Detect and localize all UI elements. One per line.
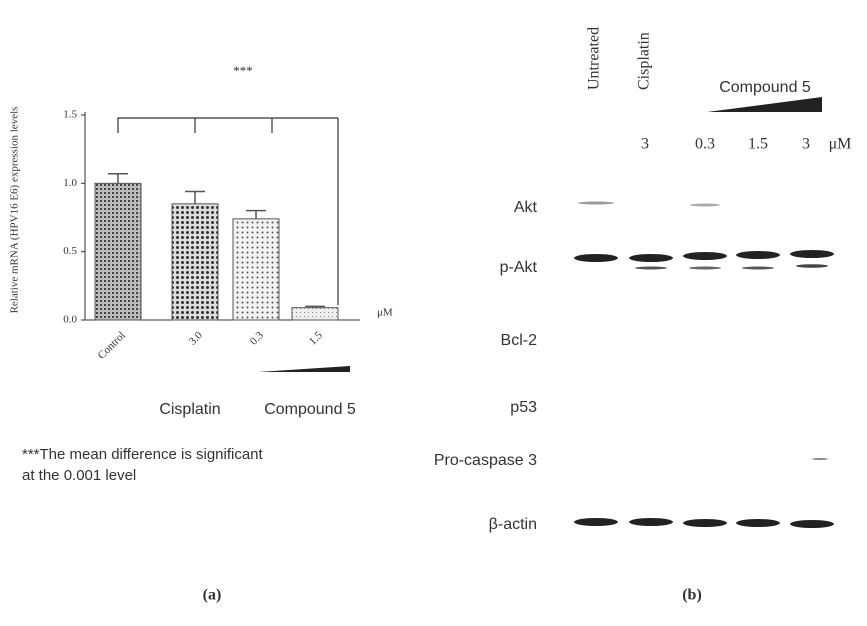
row-label: p-Akt xyxy=(500,259,538,276)
row-label: Akt xyxy=(514,199,538,216)
dose-unit: μM xyxy=(829,136,852,153)
group-label: Cisplatin xyxy=(159,401,220,418)
x-tick-label: Control xyxy=(96,329,128,361)
bracket xyxy=(118,118,338,305)
wedge xyxy=(258,366,350,372)
row-label: β-actin xyxy=(489,516,537,533)
figure: *** Relative mRNA (HPV16 E6) expression … xyxy=(0,0,867,626)
dose: 3 xyxy=(802,136,810,153)
error-bar xyxy=(246,211,266,219)
footnote: ***The mean difference is significant xyxy=(22,446,264,463)
lane-label: Cisplatin xyxy=(636,32,653,90)
wedge xyxy=(707,97,822,112)
footnote: at the 0.001 level xyxy=(22,467,136,484)
panel-label: (b) xyxy=(682,587,702,604)
bar xyxy=(172,204,218,320)
treatment-label: Compound 5 xyxy=(719,79,811,96)
y-tick-label: 0.0 xyxy=(63,314,77,326)
lane-label: Untreated xyxy=(586,27,603,90)
error-bar xyxy=(185,192,205,204)
row-label: Bcl-2 xyxy=(501,332,538,349)
bar xyxy=(233,219,279,320)
row-label: Pro-caspase 3 xyxy=(434,452,537,469)
unit: μM xyxy=(377,307,393,319)
y-tick-label: 1.0 xyxy=(63,177,77,189)
x-tick-label: 0.3 xyxy=(248,329,267,348)
x-tick-label: 1.5 xyxy=(307,329,326,348)
dose: 0.3 xyxy=(695,136,715,153)
y-tick-label: 1.5 xyxy=(63,109,77,121)
group-label: Compound 5 xyxy=(264,401,356,418)
dose: 3 xyxy=(641,136,649,153)
significance: *** xyxy=(233,63,253,78)
bar xyxy=(292,308,338,320)
blot-bands xyxy=(574,202,834,529)
y-axis-label: Relative mRNA (HPV16 E6) expression leve… xyxy=(9,107,21,314)
dose: 1.5 xyxy=(748,136,768,153)
error-bar xyxy=(108,174,128,184)
panel-label: (a) xyxy=(203,587,222,604)
y-tick-label: 0.5 xyxy=(63,245,77,257)
bar xyxy=(95,183,141,320)
x-tick-label: 3.0 xyxy=(187,329,206,348)
row-label: p53 xyxy=(510,399,537,416)
